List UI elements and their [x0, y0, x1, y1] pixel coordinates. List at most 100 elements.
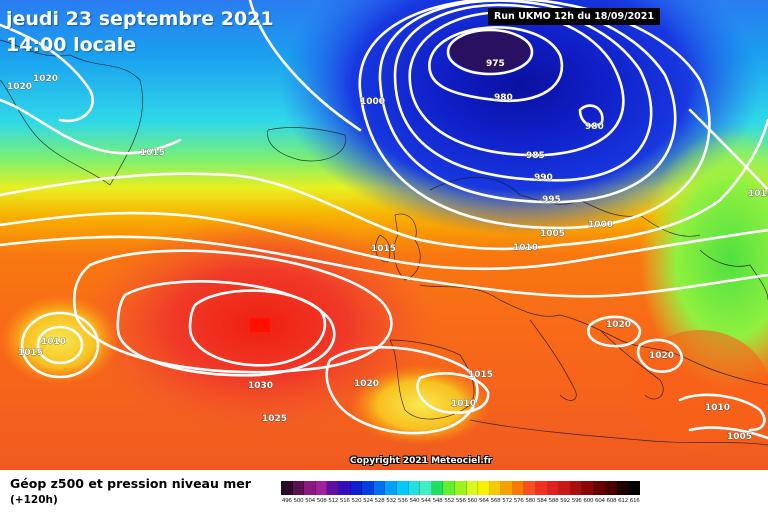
color-scale-labels: 496 500 504 508 512 516 520 524 528 532 536 540 544 5…	[281, 498, 640, 504]
color-scale-swatch	[536, 481, 548, 495]
color-scale-swatch	[617, 481, 629, 495]
isobar-1020-balkans	[587, 315, 642, 348]
isobar-label-1025: 1025	[262, 414, 287, 424]
color-scale-value: 580	[525, 498, 536, 504]
color-scale-swatch	[466, 481, 479, 495]
color-scale-value: 520	[351, 498, 362, 504]
color-scale-swatch	[408, 481, 421, 495]
color-scale	[281, 481, 641, 495]
color-scale-value: 532	[386, 498, 397, 504]
isobar-1020-greenland	[0, 23, 94, 123]
isobar-980-scandinavia	[578, 104, 604, 127]
isobar-1020-high	[72, 249, 393, 374]
color-scale-swatch	[362, 481, 374, 495]
isobar-label-980-north: 980	[494, 93, 513, 103]
eastern-green-cell	[640, 130, 768, 390]
isobar-label-1030: 1030	[248, 381, 273, 391]
color-scale-value: 556	[455, 498, 466, 504]
color-scale-swatch	[524, 481, 537, 495]
color-scale-swatch	[547, 481, 560, 495]
color-scale-swatch	[512, 481, 525, 495]
color-scale-swatch	[373, 481, 386, 495]
isobar-1005	[0, 118, 768, 251]
color-scale-swatch	[559, 481, 571, 495]
color-scale-value: 608	[606, 498, 617, 504]
isobar-label-1015-iberia: 1015	[468, 370, 493, 380]
isobar-1030-high	[188, 289, 327, 367]
color-scale-value: 500	[293, 498, 304, 504]
color-scale-swatch	[292, 481, 305, 495]
isobars	[0, 0, 768, 438]
map-date-title: jeudi 23 septembre 2021	[6, 8, 274, 30]
eastern-coast	[699, 249, 768, 301]
isobar-985	[408, 11, 625, 157]
color-scale-swatch	[315, 481, 328, 495]
color-scale-swatch	[478, 481, 490, 495]
color-scale-swatch	[582, 481, 595, 495]
color-scale-value: 612	[618, 498, 628, 504]
color-scale-swatch	[594, 481, 606, 495]
isobar-label-990: 990	[534, 173, 553, 183]
color-scale-value: 496	[281, 498, 292, 504]
isobar-label-1000-east: 1000	[588, 220, 613, 230]
color-scale-swatch	[501, 481, 513, 495]
color-scale-swatch	[431, 481, 444, 495]
color-scale-swatch	[454, 481, 467, 495]
isobar-label-1010-east: 1010	[705, 403, 730, 413]
color-scale-value: 508	[316, 498, 327, 504]
isobar-1000	[358, 0, 711, 230]
isobar-1005-southeast	[688, 426, 768, 440]
italy-coast	[529, 319, 577, 401]
isobar-1010-atlantic	[20, 311, 100, 379]
color-scale-swatch	[605, 481, 618, 495]
isobar-label-1010-atlantic: 1010	[41, 337, 66, 347]
high-pressure-center	[250, 318, 270, 332]
isobar-980	[428, 26, 564, 103]
color-scale-value: 596	[571, 498, 582, 504]
color-scale-swatch	[396, 481, 409, 495]
color-scale-value: 540	[409, 498, 420, 504]
greenland-coast	[0, 39, 144, 186]
color-scale-swatch	[385, 481, 397, 495]
isobar-995	[378, 0, 677, 204]
isobar-label-980-scandinavia: 980	[585, 122, 604, 132]
color-scale-value: 576	[513, 498, 524, 504]
isobar-label-985: 985	[526, 151, 545, 161]
isobar-975	[446, 28, 534, 76]
color-scale-value: 572	[502, 498, 512, 504]
color-scale-value: 568	[490, 498, 501, 504]
isobar-1015-iberia	[325, 345, 479, 435]
color-scale-swatch	[327, 481, 339, 495]
color-scale-value: 588	[548, 498, 559, 504]
isobar-label-995: 995	[542, 195, 561, 205]
isobar-label-1020-greenland-west: 1020	[7, 82, 32, 92]
isobar-label-1010-benelux: 1010	[513, 243, 538, 253]
isobar-1015	[0, 235, 768, 298]
isobar-1020-aegean	[636, 338, 684, 373]
map-time-title: 14:00 locale	[6, 34, 137, 56]
isobar-label-1015-ireland: 1015	[371, 244, 396, 254]
color-scale-swatch	[304, 481, 316, 495]
ireland-coast	[375, 234, 391, 263]
color-scale-value: 560	[467, 498, 478, 504]
color-scale-swatch	[281, 481, 293, 495]
isobar-label-1005-north-sea: 1005	[540, 229, 565, 239]
color-scale-value: 544	[421, 498, 431, 504]
color-scale-swatch	[338, 481, 351, 495]
footer-title: Géop z500 et pression niveau mer	[10, 476, 251, 491]
color-scale-swatch	[489, 481, 502, 495]
color-scale-value: 584	[536, 498, 547, 504]
color-scale-value: 504	[305, 498, 315, 504]
isobar-label-1000-west: 1000	[360, 97, 385, 107]
isobar-1025-high	[116, 280, 336, 377]
isobar-label-1020-balkans: 1020	[606, 320, 631, 330]
color-scale-value: 616	[629, 498, 640, 504]
color-scale-value: 592	[560, 498, 570, 504]
low-pressure-center	[450, 28, 530, 72]
isobar-labels: 9759809809859909951000100010051005101010…	[7, 59, 768, 443]
color-scale-value: 564	[479, 498, 489, 504]
isobar-990	[393, 3, 653, 182]
atlantic-warm-cell	[0, 295, 120, 385]
british-isles-coast	[393, 213, 421, 281]
